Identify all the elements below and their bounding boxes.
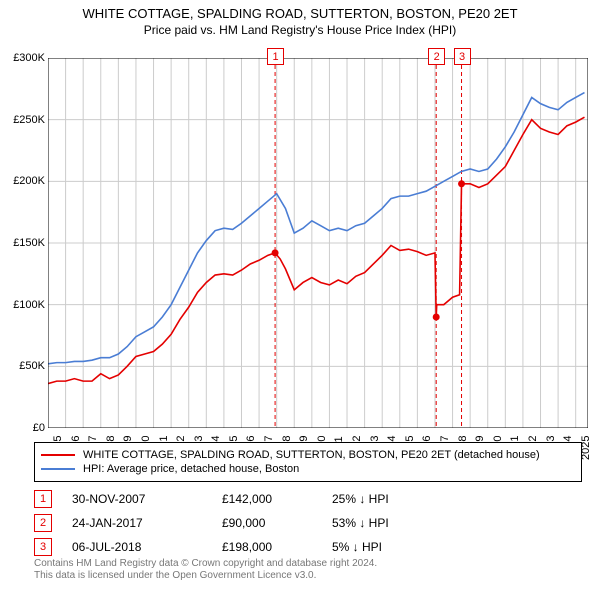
event-marker-badge: 2 xyxy=(428,48,445,65)
y-axis-tick-label: £100K xyxy=(13,299,45,311)
event-marker-badge: 1 xyxy=(267,48,284,65)
event-delta: 25% ↓ HPI xyxy=(332,492,442,506)
event-price: £142,000 xyxy=(222,492,332,506)
y-axis-tick-label: £50K xyxy=(19,360,45,372)
footer-text: Contains HM Land Registry data © Crown c… xyxy=(34,558,377,582)
chart-title-line1: WHITE COTTAGE, SPALDING ROAD, SUTTERTON,… xyxy=(0,6,600,21)
event-badge: 2 xyxy=(34,514,52,532)
event-price: £90,000 xyxy=(222,516,332,530)
footer-line1: Contains HM Land Registry data © Crown c… xyxy=(34,558,377,570)
event-row: 3 06-JUL-2018 £198,000 5% ↓ HPI xyxy=(34,538,582,556)
event-delta: 5% ↓ HPI xyxy=(332,540,442,554)
title-block: WHITE COTTAGE, SPALDING ROAD, SUTTERTON,… xyxy=(0,0,600,37)
event-date: 30-NOV-2007 xyxy=(72,492,222,506)
legend-label: HPI: Average price, detached house, Bost… xyxy=(83,462,299,476)
legend-swatch-blue xyxy=(41,468,75,470)
chart-title-line2: Price paid vs. HM Land Registry's House … xyxy=(0,23,600,37)
event-date: 24-JAN-2017 xyxy=(72,516,222,530)
event-delta: 53% ↓ HPI xyxy=(332,516,442,530)
y-axis-tick-label: £300K xyxy=(13,52,45,64)
event-price: £198,000 xyxy=(222,540,332,554)
legend-label: WHITE COTTAGE, SPALDING ROAD, SUTTERTON,… xyxy=(83,448,540,462)
y-axis-tick-label: £0 xyxy=(33,422,45,434)
plot-area xyxy=(48,58,588,428)
event-marker-badge: 3 xyxy=(454,48,471,65)
events-table: 1 30-NOV-2007 £142,000 25% ↓ HPI 2 24-JA… xyxy=(34,490,582,562)
legend: WHITE COTTAGE, SPALDING ROAD, SUTTERTON,… xyxy=(34,442,582,482)
footer-line2: This data is licensed under the Open Gov… xyxy=(34,570,377,582)
legend-item: WHITE COTTAGE, SPALDING ROAD, SUTTERTON,… xyxy=(41,448,575,462)
event-row: 1 30-NOV-2007 £142,000 25% ↓ HPI xyxy=(34,490,582,508)
legend-item: HPI: Average price, detached house, Bost… xyxy=(41,462,575,476)
event-row: 2 24-JAN-2017 £90,000 53% ↓ HPI xyxy=(34,514,582,532)
event-badge: 3 xyxy=(34,538,52,556)
chart-container: WHITE COTTAGE, SPALDING ROAD, SUTTERTON,… xyxy=(0,0,600,590)
y-axis-tick-label: £200K xyxy=(13,175,45,187)
event-badge: 1 xyxy=(34,490,52,508)
y-axis-tick-label: £250K xyxy=(13,114,45,126)
y-axis-tick-label: £150K xyxy=(13,237,45,249)
event-date: 06-JUL-2018 xyxy=(72,540,222,554)
legend-swatch-red xyxy=(41,454,75,456)
